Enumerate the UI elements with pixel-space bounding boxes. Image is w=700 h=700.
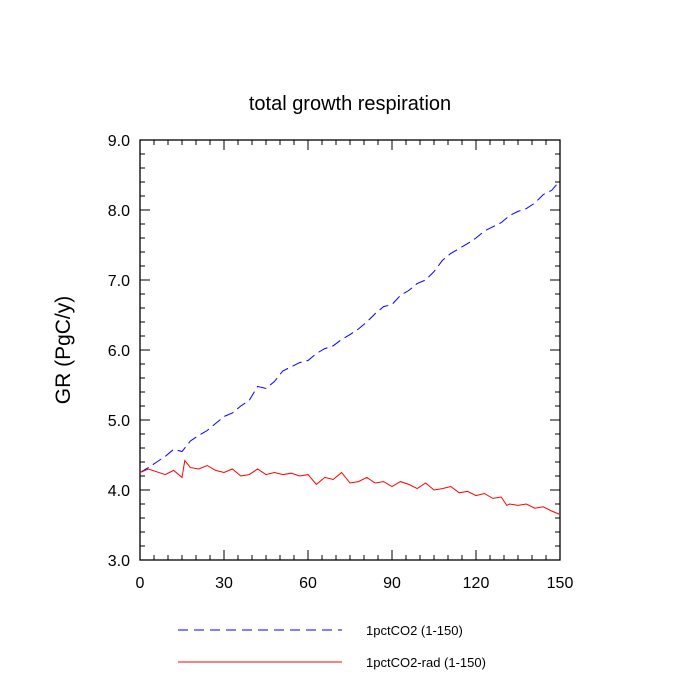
series-layer bbox=[139, 180, 561, 515]
legend-label-1: 1pctCO2 (1-150) bbox=[366, 623, 463, 638]
chart-title: total growth respiration bbox=[249, 93, 451, 115]
y-tick-label: 5.0 bbox=[108, 413, 130, 430]
y-axis: 3.0 4.0 5.0 6.0 7.0 8.0 9.0 bbox=[108, 133, 560, 570]
y-tick-label: 8.0 bbox=[108, 203, 130, 220]
x-axis: 0 30 60 90 120 150 bbox=[136, 140, 574, 592]
x-tick-label: 150 bbox=[547, 575, 574, 592]
x-tick-label: 90 bbox=[383, 575, 401, 592]
series-line-2 bbox=[139, 459, 561, 515]
y-tick-label: 9.0 bbox=[108, 133, 130, 150]
x-tick-label: 120 bbox=[463, 575, 490, 592]
x-tick-label: 0 bbox=[136, 575, 145, 592]
y-tick-label: 6.0 bbox=[108, 343, 130, 360]
plot-border bbox=[139, 139, 561, 561]
series-line-1 bbox=[139, 180, 561, 473]
y-tick-label: 4.0 bbox=[108, 483, 130, 500]
x-tick-label: 60 bbox=[299, 575, 317, 592]
y-tick-label: 3.0 bbox=[108, 553, 130, 570]
plot-frame bbox=[139, 139, 561, 561]
y-axis-label: GR (PgC/y) bbox=[52, 296, 75, 405]
x-tick-label: 30 bbox=[215, 575, 233, 592]
y-tick-label: 7.0 bbox=[108, 273, 130, 290]
legend-label-2: 1pctCO2-rad (1-150) bbox=[366, 655, 486, 670]
legend: 1pctCO2 (1-150) 1pctCO2-rad (1-150) bbox=[178, 623, 486, 670]
